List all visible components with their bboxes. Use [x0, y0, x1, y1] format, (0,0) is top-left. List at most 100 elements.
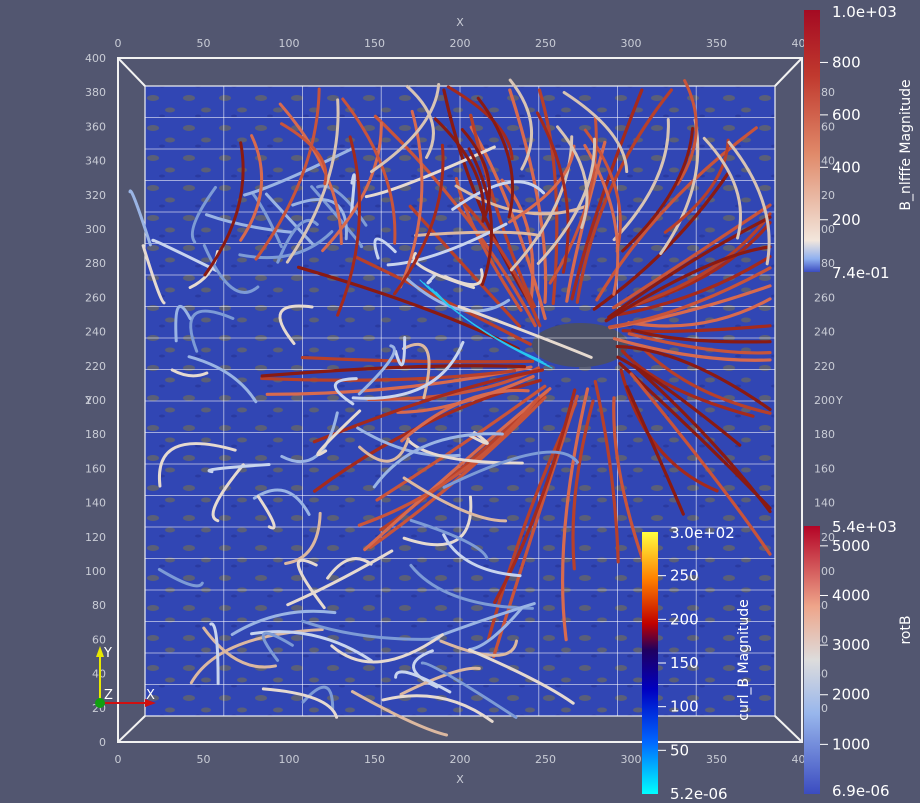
field-line: [252, 488, 311, 516]
x-tick-label-bottom: 0: [115, 753, 122, 766]
field-line: [316, 409, 362, 457]
field-line: [190, 185, 218, 244]
field-line: [157, 567, 204, 588]
y-tick-label-right: 160: [814, 462, 835, 475]
field-line: [631, 328, 772, 344]
field-line: [373, 114, 537, 328]
x-tick-label-top: 200: [450, 37, 471, 50]
field-line: [612, 337, 772, 362]
x-arrow-icon: [145, 699, 156, 707]
field-line: [326, 557, 373, 580]
field-line: [604, 245, 772, 323]
field-line: [625, 385, 685, 516]
field-line: [261, 631, 294, 662]
field-line: [189, 628, 324, 685]
y-tick-label-left: 180: [85, 428, 106, 441]
colorbar-curl-b-title: curl_B Magnitude: [736, 599, 752, 720]
field-line: [620, 349, 755, 418]
field-line: [457, 305, 593, 359]
field-line: [301, 619, 441, 641]
colorbar-rotb-tick: 1000: [832, 735, 870, 753]
field-line: [616, 355, 742, 447]
field-line: [500, 178, 535, 304]
x-tick-label-top: 100: [279, 37, 300, 50]
field-line: [492, 394, 579, 659]
field-line: [611, 203, 772, 310]
field-line: [467, 147, 494, 286]
colorbar-b-nlfffe-title: B_nlfffe Magnitude: [898, 79, 914, 210]
colorbar-rotb-max: 5.4e+03: [832, 518, 897, 536]
field-line: [209, 622, 220, 686]
field-line: [250, 191, 283, 249]
field-line: [300, 355, 535, 364]
field-line: [727, 140, 771, 266]
colorbar-b-nlfffe-tick: 800: [832, 53, 861, 71]
y-tick-label-left: 240: [85, 326, 106, 339]
field-line: [189, 309, 235, 353]
y-tick-label-right: 180: [814, 428, 835, 441]
field-line: [203, 141, 245, 277]
field-line: [641, 346, 772, 415]
y-arrow-icon: [96, 646, 104, 657]
y-tick-label-left: 400: [85, 52, 106, 65]
field-line: [561, 387, 590, 642]
field-line: [204, 213, 294, 234]
field-line: [621, 126, 695, 253]
field-line: [469, 113, 537, 309]
field-line: [349, 173, 356, 216]
field-line: [467, 648, 575, 705]
field-line: [612, 118, 670, 242]
field-line: [571, 399, 595, 571]
y-tick-label-left: 140: [85, 497, 106, 510]
field-line: [459, 198, 542, 328]
colorbar-b-nlfffe-tick: 600: [832, 106, 861, 124]
field-line: [312, 368, 545, 444]
field-line: [285, 98, 340, 264]
field-line: [357, 344, 396, 396]
y-tick-label-left: 340: [85, 155, 106, 168]
field-line: [460, 128, 491, 223]
field-line: [128, 189, 152, 247]
y-tick-label-left: 300: [85, 223, 106, 236]
field-line: [592, 171, 730, 311]
colorbar-rotb-tick: 5000: [832, 537, 870, 555]
field-line: [442, 88, 533, 306]
x-tick-label-bottom: 50: [197, 753, 211, 766]
sunspot-core: [532, 323, 628, 367]
field-line: [284, 511, 322, 565]
y-tick-label-left: 120: [85, 531, 106, 544]
field-line: [260, 369, 517, 382]
field-line: [451, 180, 546, 211]
y-axis-ticks-left: 0204060801001201401601802002202402602803…: [85, 52, 106, 749]
triad-y-label: Y: [103, 646, 112, 661]
field-line: [393, 143, 445, 296]
field-line: [536, 137, 597, 266]
y-tick-label-left: 280: [85, 257, 106, 270]
field-line: [627, 332, 772, 355]
triad-x-label: X: [146, 688, 155, 703]
field-line: [607, 215, 772, 319]
x-axis-title-bottom: X: [456, 773, 464, 786]
field-line: [404, 276, 511, 313]
colorbar-curl-b-tick: 200: [670, 610, 699, 628]
field-line: [702, 136, 742, 240]
z-axis-dot-icon: [95, 698, 105, 708]
field-line: [412, 649, 439, 689]
field-line: [633, 364, 772, 514]
field-line: [575, 88, 674, 304]
field-line: [202, 626, 277, 669]
field-line: [239, 134, 264, 242]
field-line: [439, 639, 519, 657]
field-line: [409, 563, 534, 610]
x-tick-label-bottom: 250: [535, 753, 556, 766]
field-line: [358, 437, 410, 463]
field-line: [476, 96, 515, 219]
field-line: [341, 97, 397, 245]
field-line: [468, 606, 524, 651]
field-line: [375, 384, 547, 502]
x-tick-label-bottom: 200: [450, 753, 471, 766]
field-line: [356, 426, 461, 458]
field-line: [243, 146, 355, 197]
y-axis-title-left: Y: [84, 394, 92, 407]
